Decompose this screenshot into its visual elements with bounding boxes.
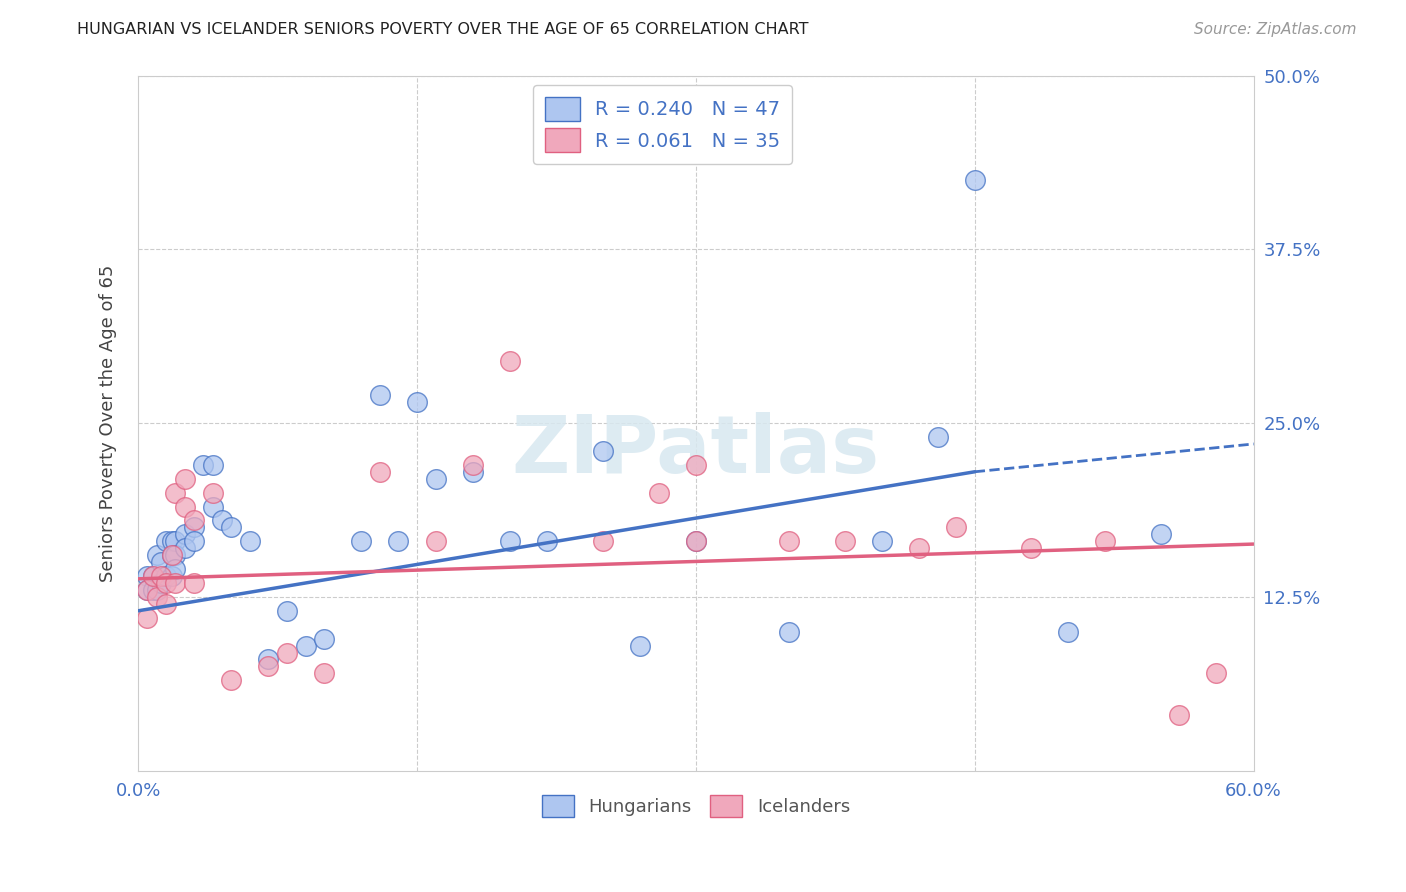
Point bbox=[219, 673, 242, 688]
Point bbox=[136, 569, 159, 583]
Point bbox=[536, 534, 558, 549]
Point bbox=[211, 513, 233, 527]
Point bbox=[201, 500, 224, 514]
Point bbox=[136, 582, 159, 597]
Point bbox=[778, 624, 800, 639]
Point bbox=[314, 632, 336, 646]
Point bbox=[834, 534, 856, 549]
Point bbox=[201, 485, 224, 500]
Point bbox=[387, 534, 409, 549]
Point bbox=[165, 534, 187, 549]
Point bbox=[173, 541, 195, 556]
Point bbox=[149, 555, 172, 569]
Point bbox=[685, 458, 707, 472]
Text: ZIPatlas: ZIPatlas bbox=[512, 412, 880, 490]
Point bbox=[149, 569, 172, 583]
Text: Source: ZipAtlas.com: Source: ZipAtlas.com bbox=[1194, 22, 1357, 37]
Point bbox=[1168, 708, 1191, 723]
Point bbox=[294, 639, 316, 653]
Point bbox=[1056, 624, 1078, 639]
Point bbox=[945, 520, 967, 534]
Point bbox=[350, 534, 373, 549]
Point bbox=[165, 485, 187, 500]
Point bbox=[499, 534, 522, 549]
Point bbox=[173, 527, 195, 541]
Point bbox=[142, 569, 165, 583]
Point bbox=[368, 465, 391, 479]
Point bbox=[173, 472, 195, 486]
Point bbox=[136, 611, 159, 625]
Point bbox=[173, 500, 195, 514]
Point bbox=[201, 458, 224, 472]
Point bbox=[425, 534, 447, 549]
Point bbox=[160, 569, 183, 583]
Point bbox=[927, 430, 949, 444]
Point bbox=[165, 548, 187, 562]
Point bbox=[685, 534, 707, 549]
Point bbox=[908, 541, 931, 556]
Point bbox=[146, 548, 169, 562]
Point bbox=[165, 576, 187, 591]
Point bbox=[963, 173, 986, 187]
Point bbox=[1094, 534, 1116, 549]
Point bbox=[146, 582, 169, 597]
Point bbox=[406, 395, 429, 409]
Y-axis label: Seniors Poverty Over the Age of 65: Seniors Poverty Over the Age of 65 bbox=[100, 264, 117, 582]
Point bbox=[257, 652, 280, 666]
Point bbox=[648, 485, 671, 500]
Point bbox=[276, 646, 298, 660]
Point bbox=[155, 576, 177, 591]
Point bbox=[778, 534, 800, 549]
Point bbox=[1149, 527, 1171, 541]
Point bbox=[592, 444, 614, 458]
Point bbox=[183, 520, 205, 534]
Point bbox=[219, 520, 242, 534]
Point bbox=[592, 534, 614, 549]
Point bbox=[314, 666, 336, 681]
Point bbox=[146, 590, 169, 604]
Point bbox=[276, 604, 298, 618]
Text: HUNGARIAN VS ICELANDER SENIORS POVERTY OVER THE AGE OF 65 CORRELATION CHART: HUNGARIAN VS ICELANDER SENIORS POVERTY O… bbox=[77, 22, 808, 37]
Point bbox=[160, 548, 183, 562]
Point bbox=[628, 639, 651, 653]
Legend: Hungarians, Icelanders: Hungarians, Icelanders bbox=[534, 788, 858, 824]
Point bbox=[1205, 666, 1227, 681]
Point bbox=[136, 582, 159, 597]
Point bbox=[155, 597, 177, 611]
Point bbox=[368, 388, 391, 402]
Point bbox=[499, 353, 522, 368]
Point bbox=[165, 562, 187, 576]
Point bbox=[155, 534, 177, 549]
Point bbox=[257, 659, 280, 673]
Point bbox=[155, 569, 177, 583]
Point bbox=[461, 458, 484, 472]
Point bbox=[870, 534, 893, 549]
Point bbox=[425, 472, 447, 486]
Point bbox=[149, 576, 172, 591]
Point bbox=[183, 576, 205, 591]
Point bbox=[239, 534, 262, 549]
Point bbox=[160, 548, 183, 562]
Point bbox=[461, 465, 484, 479]
Point bbox=[193, 458, 215, 472]
Point bbox=[183, 534, 205, 549]
Point bbox=[142, 569, 165, 583]
Point bbox=[1019, 541, 1042, 556]
Point bbox=[685, 534, 707, 549]
Point bbox=[160, 534, 183, 549]
Point bbox=[142, 582, 165, 597]
Point bbox=[183, 513, 205, 527]
